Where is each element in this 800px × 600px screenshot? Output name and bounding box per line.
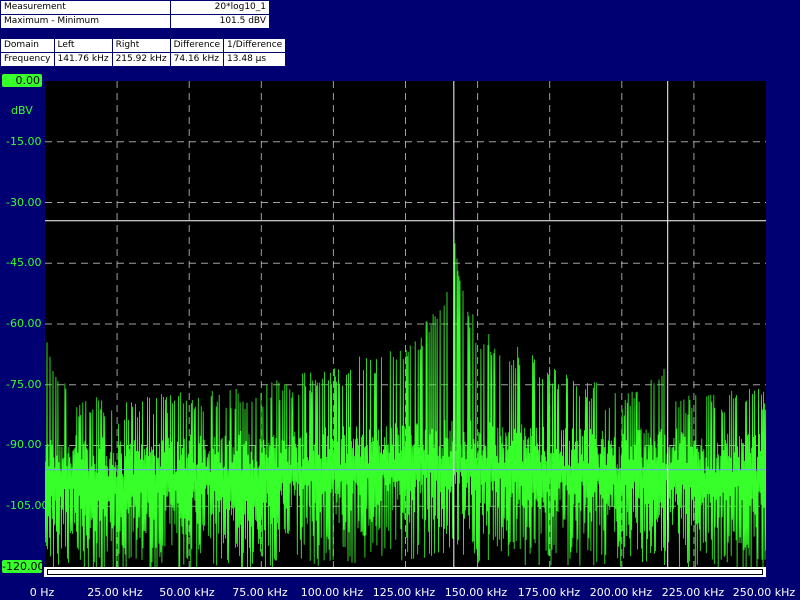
- measurement-row-label: Maximum - Minimum: [0, 14, 171, 29]
- cursor-header-difference: Difference: [169, 38, 225, 53]
- y-tick: -60.00: [6, 317, 42, 330]
- spectrum-plot[interactable]: [44, 81, 767, 568]
- x-tick: 200.00 kHz: [589, 586, 653, 599]
- cursor-header-right: Right: [111, 38, 171, 53]
- measurement-header-value[interactable]: 20*log10_1: [170, 0, 270, 15]
- y-tick: -105.00: [6, 499, 49, 512]
- x-tick: 150.00 kHz: [444, 586, 508, 599]
- x-tick: 125.00 kHz: [372, 586, 436, 599]
- cursor-header-domain: Domain: [0, 38, 55, 53]
- cursor-header-inverse-difference: 1/Difference: [223, 38, 287, 53]
- cursor-right-value[interactable]: 215.92 kHz: [111, 52, 171, 67]
- measurement-header-label: Measurement: [0, 0, 171, 15]
- x-tick: 250.00 kHz: [732, 586, 796, 599]
- cursor-table: Domain Left Right Difference 1/Differenc…: [0, 38, 287, 67]
- scrollbar-thumb[interactable]: [47, 569, 763, 575]
- y-tick: -45.00: [6, 256, 42, 269]
- y-tick: -15.00: [6, 135, 42, 148]
- cursor-difference-value: 74.16 kHz: [169, 52, 225, 67]
- x-tick: 100.00 kHz: [300, 586, 364, 599]
- cursor-left-value[interactable]: 141.76 kHz: [53, 52, 113, 67]
- horizontal-scrollbar[interactable]: [44, 567, 766, 577]
- cursor-header-left: Left: [53, 38, 113, 53]
- x-tick: 25.00 kHz: [87, 586, 143, 599]
- y-tick: -75.00: [6, 378, 42, 391]
- y-tick-bottom[interactable]: -120.00: [2, 560, 45, 573]
- x-tick: 50.00 kHz: [159, 586, 215, 599]
- y-tick-top[interactable]: 0.00: [2, 74, 42, 87]
- spectrum-trace: [44, 217, 767, 568]
- x-tick: 0 Hz: [29, 586, 55, 599]
- x-tick: 225.00 kHz: [661, 586, 725, 599]
- x-tick: 175.00 kHz: [517, 586, 581, 599]
- measurement-table: Measurement 20*log10_1 Maximum - Minimum…: [0, 0, 270, 29]
- cursor-domain-value: Frequency: [0, 52, 55, 67]
- cursor-inverse-difference-value: 13.48 µs: [223, 52, 287, 67]
- spectrum-svg[interactable]: [44, 81, 767, 568]
- y-axis-unit: dBV: [11, 104, 33, 117]
- measurement-row-value: 101.5 dBV: [170, 14, 270, 29]
- x-tick: 75.00 kHz: [232, 586, 288, 599]
- y-tick: -30.00: [6, 196, 42, 209]
- y-tick: -90.00: [6, 438, 42, 451]
